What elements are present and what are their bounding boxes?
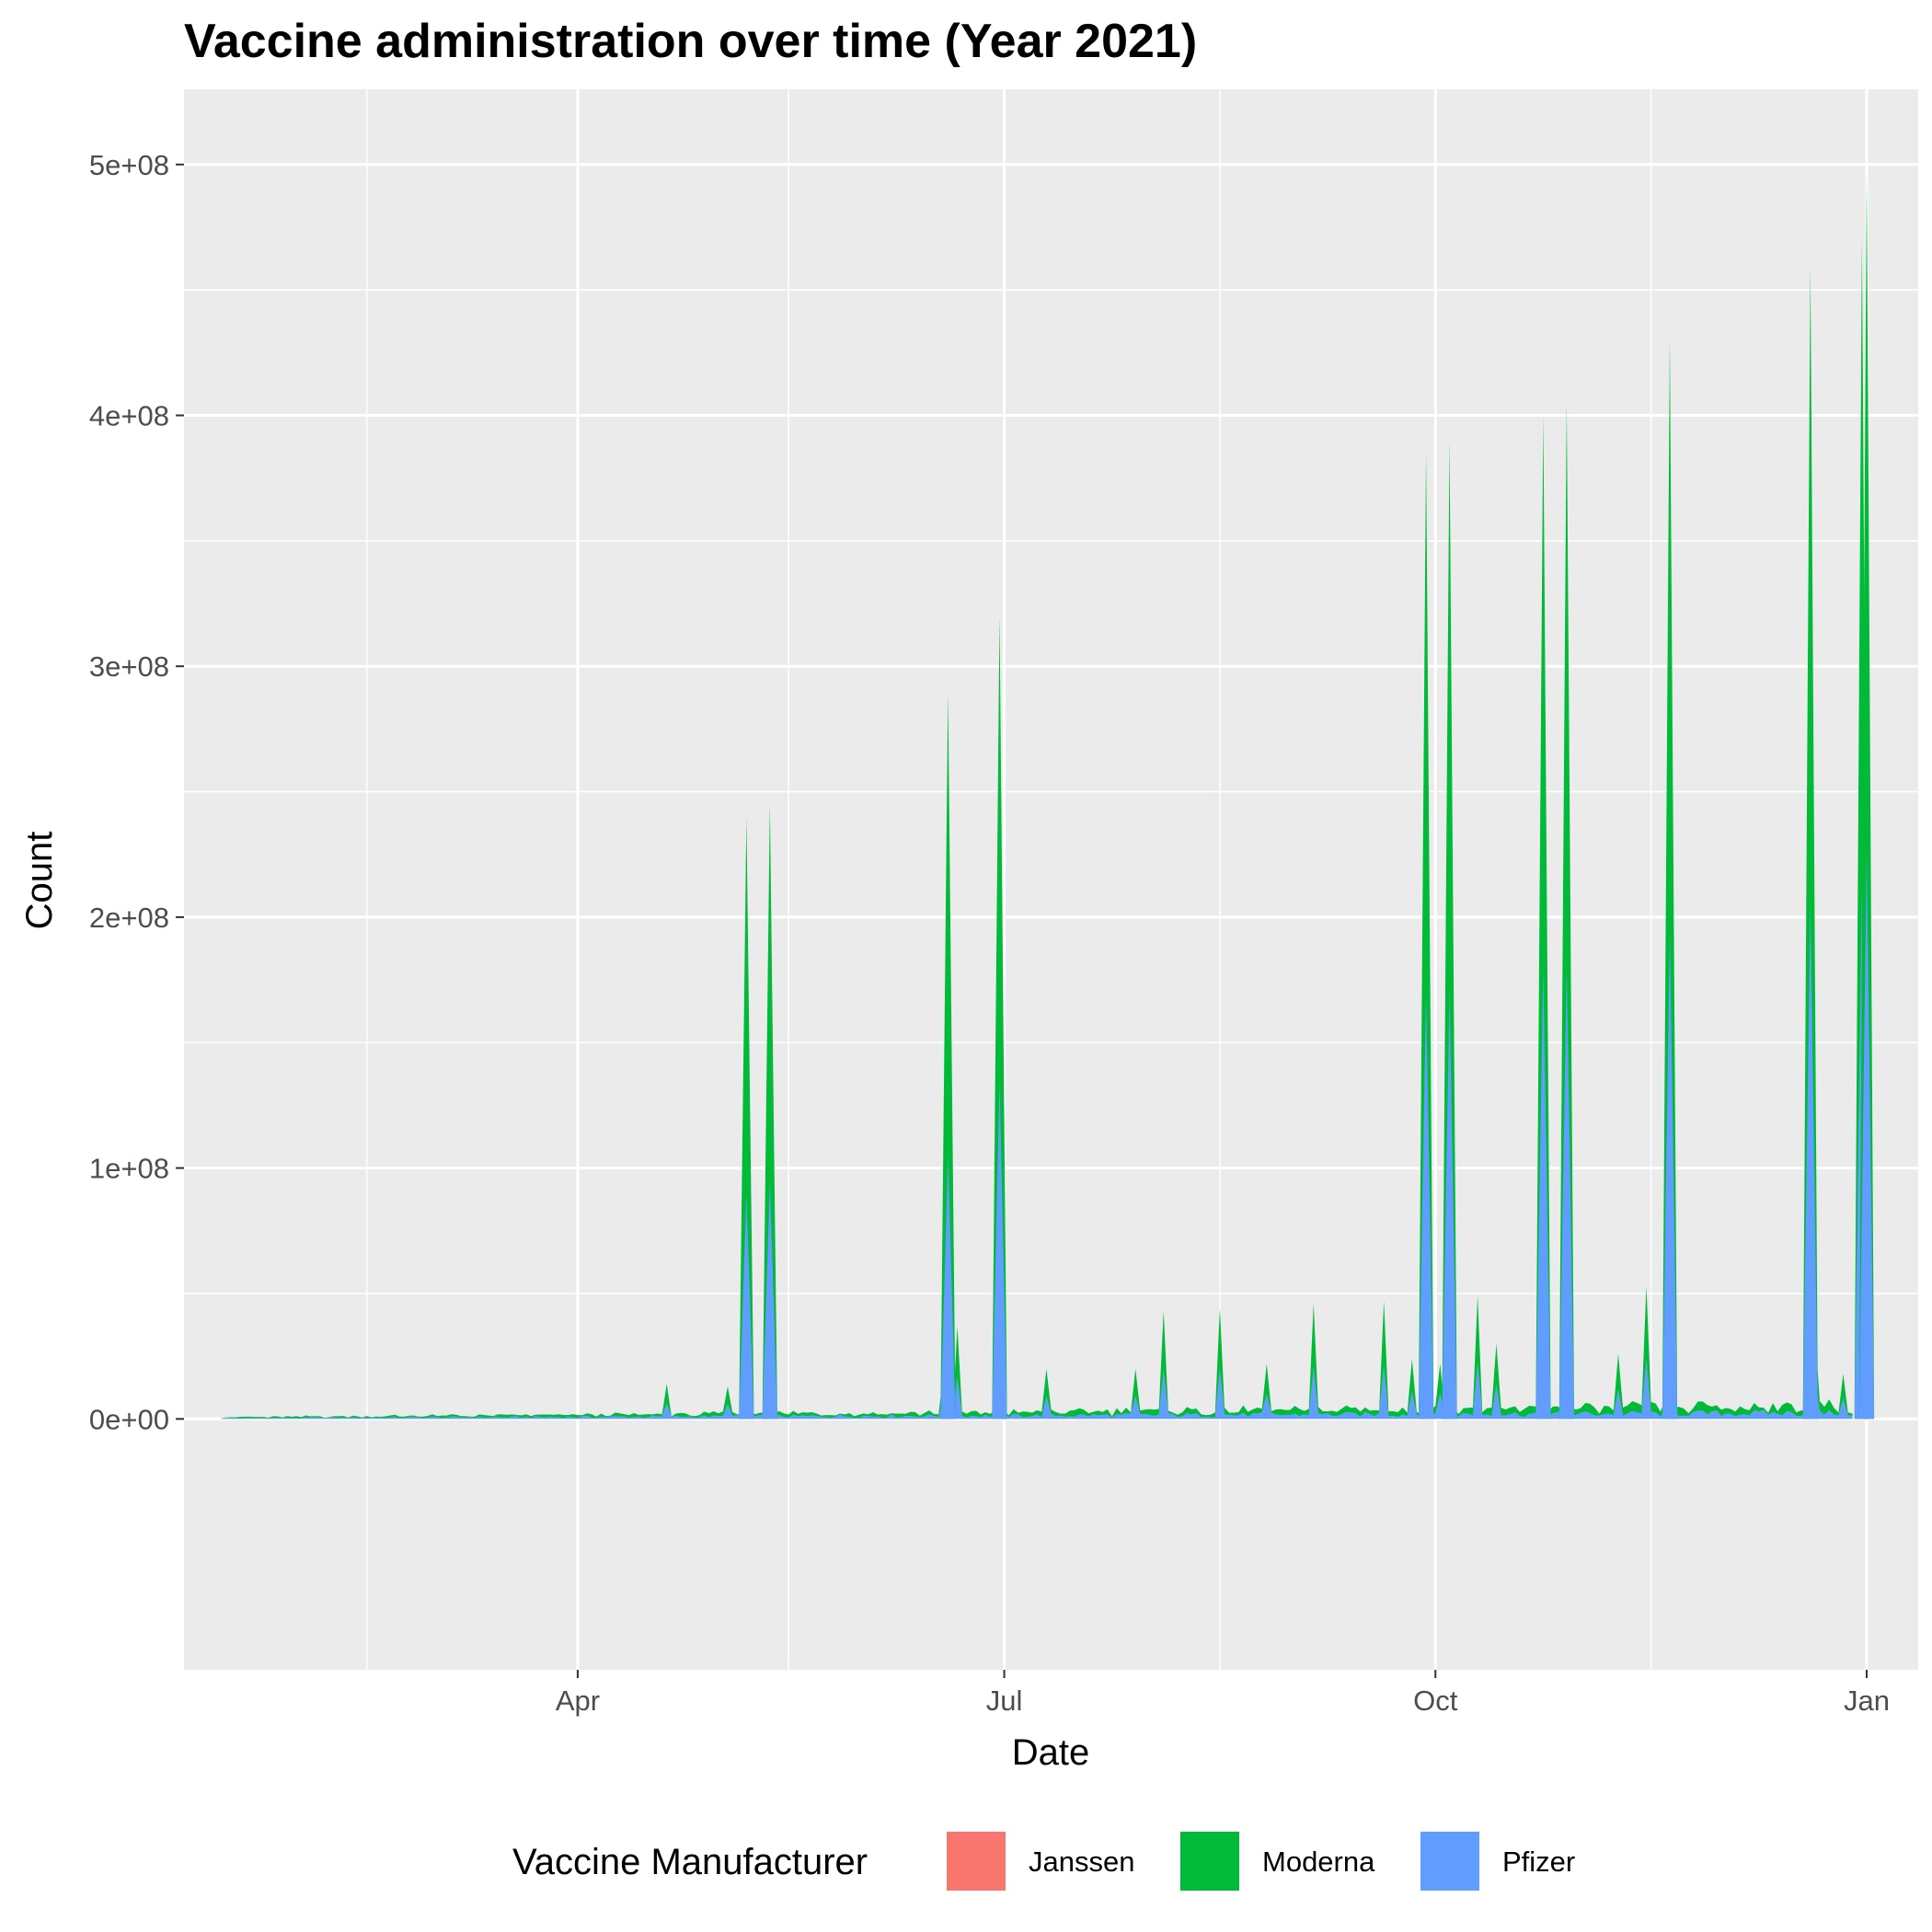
spike-moderna	[739, 816, 754, 1420]
spike-pfizer	[762, 1180, 777, 1420]
spike-pfizer	[739, 1192, 754, 1420]
spike-pfizer	[1662, 929, 1678, 1420]
spike-pfizer	[992, 1080, 1007, 1420]
legend-entries: Janssen Moderna Pfizer	[945, 1830, 1575, 1892]
x-tick-label: Jan	[1844, 1685, 1890, 1717]
x-tick-label: Jul	[986, 1685, 1023, 1717]
spike-pfizer	[1535, 967, 1551, 1420]
spike-moderna	[1802, 264, 1818, 1420]
spike-moderna	[940, 691, 956, 1420]
spike-moderna	[1662, 339, 1678, 1420]
legend-key-pfizer	[1419, 1830, 1481, 1892]
y-axis-title: Count	[19, 832, 60, 930]
spike-moderna	[1558, 402, 1575, 1420]
spike-moderna	[1442, 440, 1457, 1420]
legend-title: Vaccine Manufacturer	[512, 1842, 868, 1882]
spike-moderna	[1535, 415, 1551, 1420]
spike-pfizer	[1858, 854, 1875, 1420]
y-tick-label: 0e+00	[89, 1403, 169, 1435]
y-tick-label: 4e+08	[89, 400, 169, 432]
x-tick-label: Oct	[1413, 1685, 1458, 1717]
spike-moderna	[992, 615, 1007, 1420]
spike-pfizer	[1442, 992, 1457, 1420]
series-layer	[221, 177, 1875, 1420]
y-axis: 0e+00 1e+08 2e+08 3e+08 4e+08 5e+08	[89, 149, 184, 1435]
legend-label-moderna: Moderna	[1262, 1846, 1375, 1878]
y-tick-label: 2e+08	[89, 902, 169, 934]
spike-moderna	[1418, 453, 1434, 1420]
spike-pfizer	[1802, 904, 1818, 1420]
spike-moderna	[762, 804, 777, 1420]
legend-label-janssen: Janssen	[1029, 1846, 1134, 1878]
spike-pfizer	[1418, 992, 1434, 1420]
x-tick-label: Apr	[556, 1685, 600, 1717]
y-tick-label: 1e+08	[89, 1153, 169, 1185]
spike-moderna	[1858, 177, 1875, 1420]
spike-pfizer	[940, 1155, 956, 1420]
legend-key-moderna	[1179, 1830, 1241, 1892]
x-axis: Apr Jul Oct Jan	[556, 1670, 1890, 1717]
legend-label-pfizer: Pfizer	[1502, 1846, 1575, 1878]
legend: Vaccine Manufacturer Janssen Moderna Pfize…	[512, 1830, 1575, 1892]
x-axis-title: Date	[1012, 1732, 1090, 1773]
spike-pfizer	[1558, 967, 1575, 1420]
y-tick-label: 5e+08	[89, 149, 169, 181]
y-tick-label: 3e+08	[89, 650, 169, 683]
grid-minor	[184, 89, 1918, 1670]
plot-panel	[184, 89, 1918, 1670]
legend-key-janssen	[945, 1830, 1007, 1892]
chart-title: Vaccine administration over time (Year 2…	[184, 15, 1197, 68]
